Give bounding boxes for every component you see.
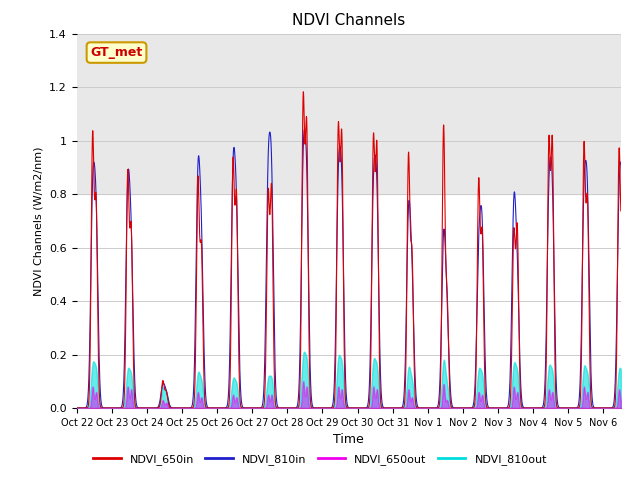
Text: GT_met: GT_met	[90, 46, 143, 59]
X-axis label: Time: Time	[333, 433, 364, 446]
Y-axis label: NDVI Channels (W/m2/nm): NDVI Channels (W/m2/nm)	[34, 146, 44, 296]
Title: NDVI Channels: NDVI Channels	[292, 13, 405, 28]
Bar	[77, 34, 621, 194]
Legend: NDVI_650in, NDVI_810in, NDVI_650out, NDVI_810out: NDVI_650in, NDVI_810in, NDVI_650out, NDV…	[89, 450, 551, 469]
